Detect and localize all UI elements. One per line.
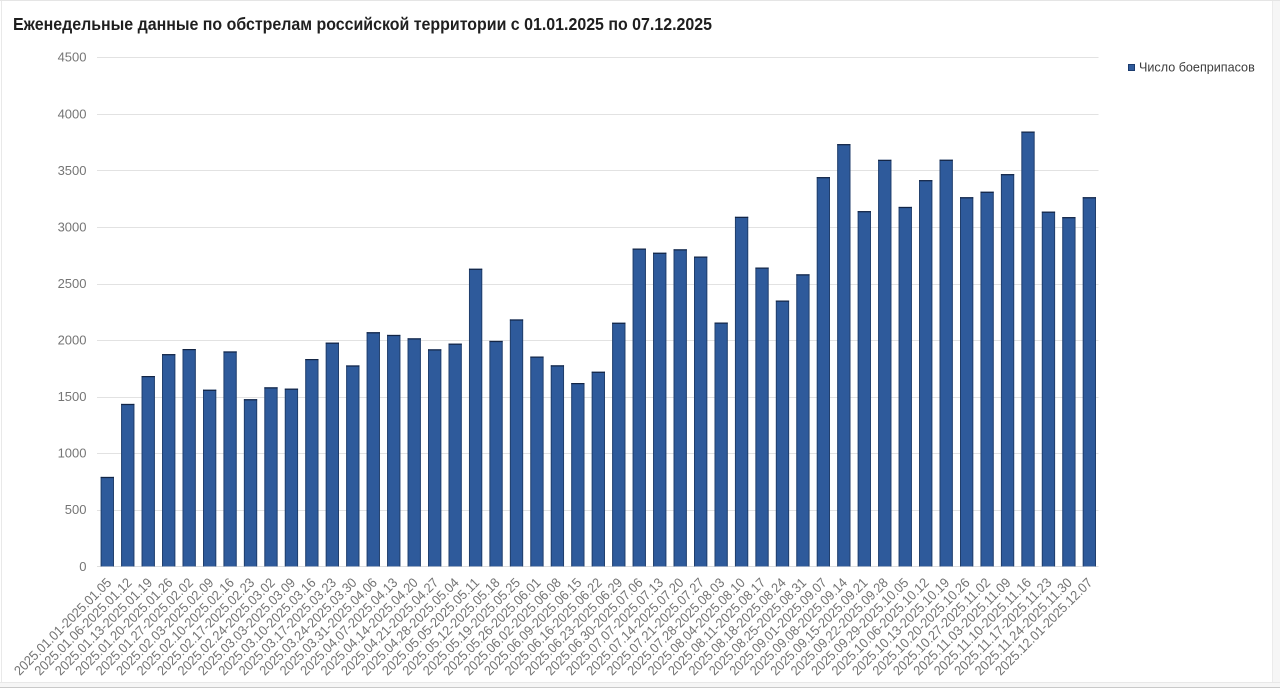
svg-text:0: 0 <box>79 559 86 574</box>
svg-text:Число боеприпасов: Число боеприпасов <box>1139 61 1255 75</box>
svg-text:2000: 2000 <box>58 333 87 348</box>
svg-text:500: 500 <box>65 502 87 517</box>
svg-text:3500: 3500 <box>58 163 87 178</box>
svg-text:1500: 1500 <box>58 389 87 404</box>
svg-text:3000: 3000 <box>58 219 87 234</box>
svg-text:2500: 2500 <box>58 276 87 291</box>
svg-text:4000: 4000 <box>58 106 87 121</box>
svg-text:1000: 1000 <box>58 446 87 461</box>
svg-text:Еженедельные данные по обстрел: Еженедельные данные по обстрелам российс… <box>13 14 712 34</box>
svg-text:4500: 4500 <box>58 50 87 65</box>
